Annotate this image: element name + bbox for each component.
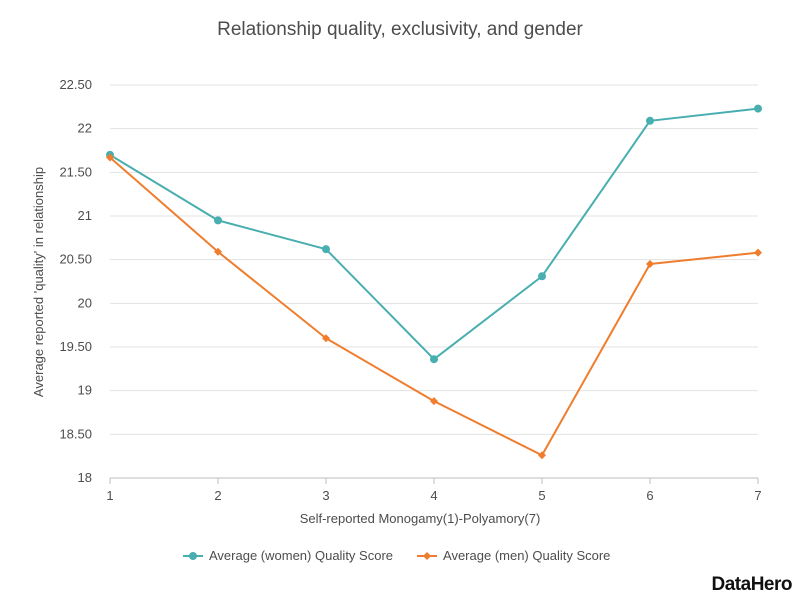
x-tick-label: 4 [430, 488, 437, 503]
series-line-2 [109, 156, 759, 457]
y-tick-label: 22 [78, 121, 92, 136]
legend-marker-1 [189, 552, 197, 560]
y-tick-label: 20 [78, 295, 92, 310]
data-point-1 [322, 245, 330, 254]
y-tick-label: 18 [78, 470, 92, 485]
legend: Average (women) Quality Score Average (me… [183, 548, 610, 563]
legend-marker-2 [423, 552, 432, 560]
data-point-1 [538, 272, 546, 281]
data-point-2 [538, 451, 546, 460]
y-tick-label: 21 [78, 208, 92, 223]
x-tick-label: 3 [322, 488, 329, 503]
data-point-2 [646, 260, 654, 269]
y-tick-label: 20.50 [59, 252, 92, 267]
data-point-1 [214, 216, 222, 225]
x-tick-label: 7 [754, 488, 761, 503]
data-point-2 [322, 334, 330, 343]
series-line-1 [109, 107, 759, 361]
axis-layer: 18 18.50 19 19.50 20 20.50 21 21.50 22 22.50 1 2 3 4 5… [59, 77, 761, 503]
x-tick-label: 5 [538, 488, 545, 503]
x-tick-label: 6 [646, 488, 653, 503]
y-tick-label: 22.50 [59, 77, 92, 92]
chart-title: Relationship quality, exclusivity, and g… [217, 19, 583, 40]
y-tick-label: 19 [78, 383, 92, 398]
x-tick-label: 1 [106, 488, 113, 503]
data-point-1 [646, 116, 654, 125]
data-point-1 [754, 104, 762, 113]
grid-layer [110, 84, 758, 435]
y-tick-label: 19.50 [59, 339, 92, 354]
data-point-2 [214, 247, 222, 256]
data-point-2 [430, 397, 438, 406]
datahero-logo: DataHero [712, 574, 792, 595]
legend-label-2: Average (men) Quality Score [443, 548, 610, 563]
legend-label-1: Average (women) Quality Score [209, 548, 393, 563]
y-axis-label: Average reported 'quality' in relationsh… [31, 167, 46, 397]
x-tick-label: 2 [214, 488, 221, 503]
data-point-2 [106, 153, 114, 162]
x-axis-label: Self-reported Monogamy(1)-Polyamory(7) [300, 511, 541, 526]
y-tick-label: 21.50 [59, 164, 92, 179]
data-point-1 [430, 355, 438, 364]
data-point-2 [754, 248, 762, 257]
y-tick-label: 18.50 [59, 426, 92, 441]
series-layer [106, 104, 762, 460]
